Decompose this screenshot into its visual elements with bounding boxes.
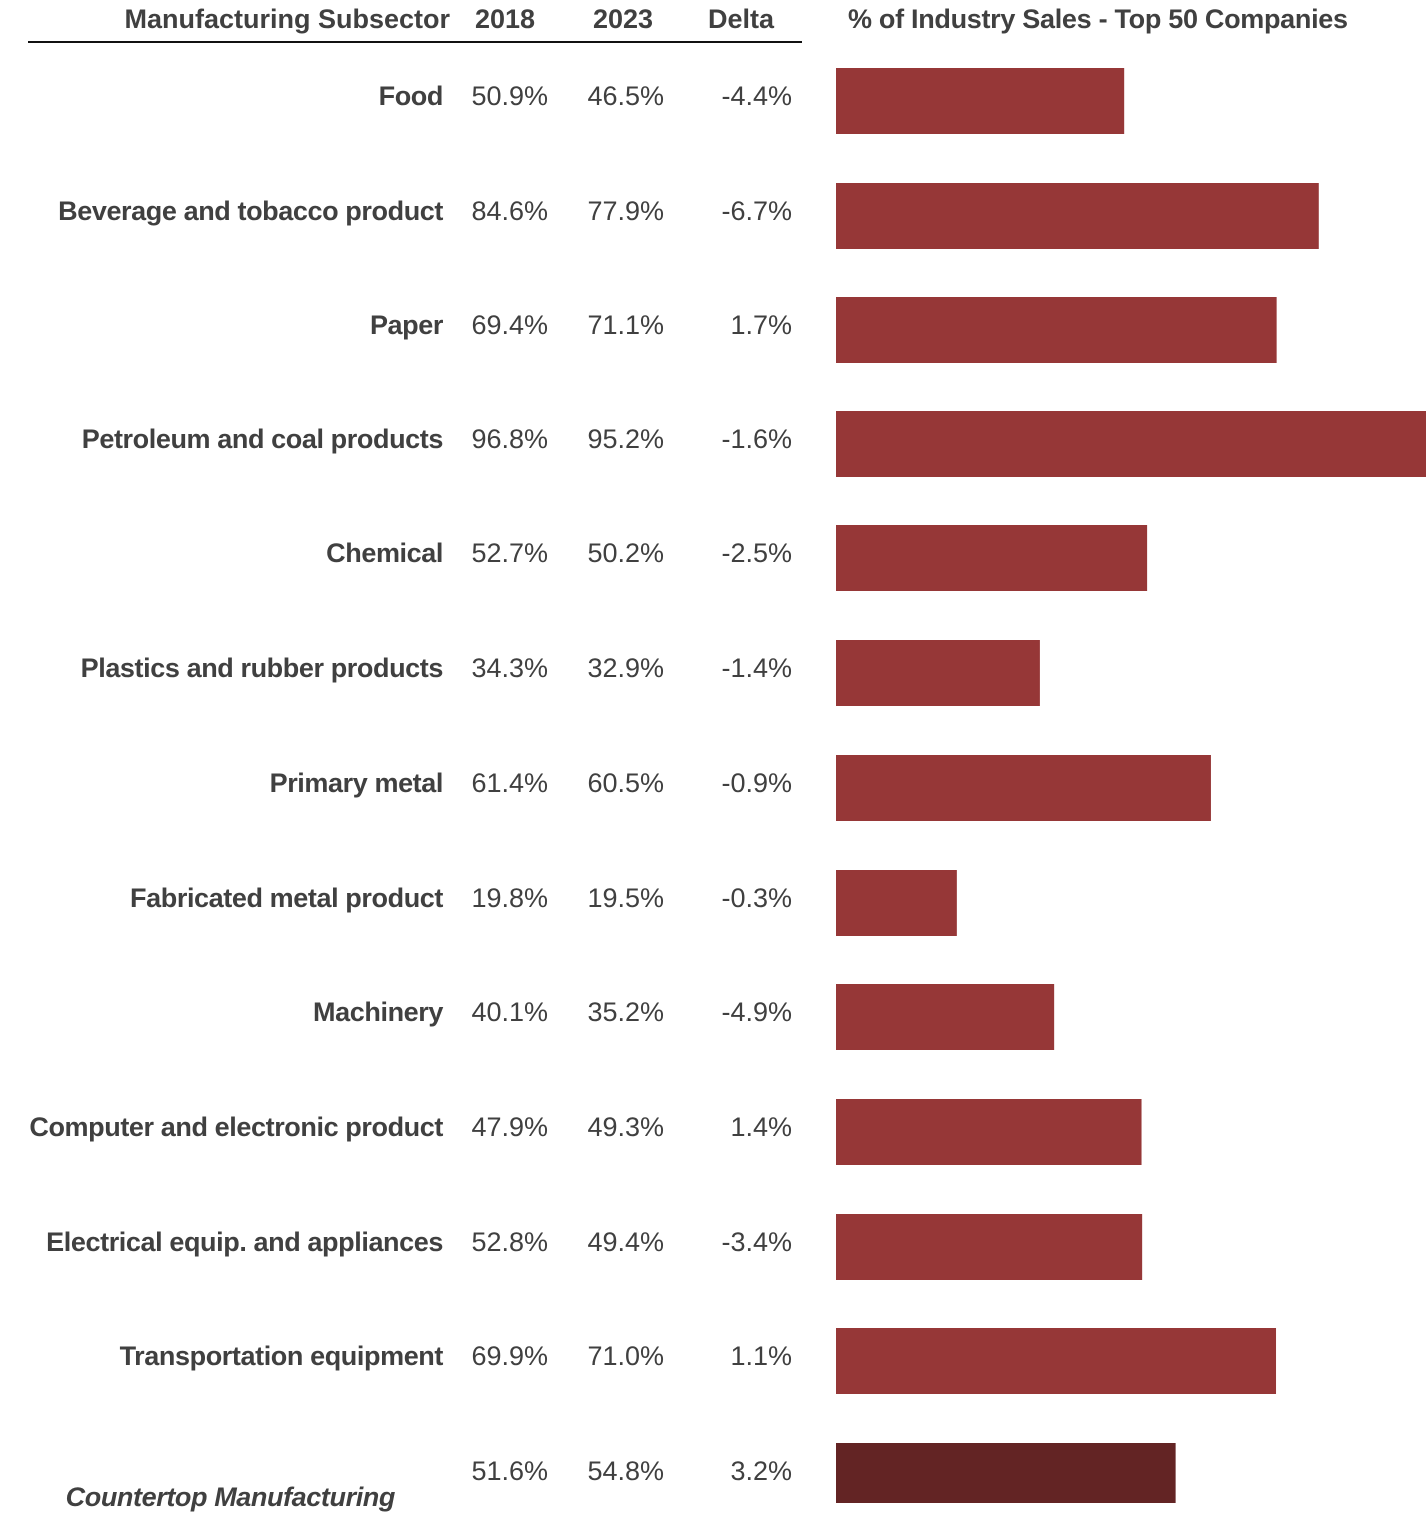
subsector-label: Paper: [369, 310, 443, 340]
subsector-label: Petroleum and coal products: [81, 424, 444, 454]
value-2023: 95.2%: [587, 424, 664, 454]
subsector-label: Computer and electronic product: [29, 1112, 443, 1142]
value-2018: 52.8%: [471, 1227, 548, 1257]
table-row: Fabricated metal product 19.8% 19.5% -0.3%: [0, 873, 1427, 933]
bar-machinery: [836, 984, 1055, 1050]
value-2023: 50.2%: [587, 538, 664, 568]
header-subsector: Manufacturing Subsector: [124, 4, 450, 34]
header-2018: 2018: [474, 4, 536, 34]
header-2023: 2023: [592, 4, 654, 34]
bar-primary-metal: [836, 755, 1211, 821]
table-row: Plastics and rubber products 34.3% 32.9% -1…: [0, 643, 1427, 703]
value-2018: 69.9%: [471, 1341, 548, 1371]
bar-paper: [836, 297, 1277, 363]
value-2018: 52.7%: [471, 538, 548, 568]
subsector-label: Food: [378, 81, 444, 111]
table-row: Machinery 40.1% 35.2% -4.9%: [0, 987, 1427, 1047]
value-delta: -0.3%: [721, 883, 792, 913]
bar-beverage-and-tobacco-product: [836, 183, 1319, 249]
bar-transportation-equipment: [836, 1328, 1277, 1394]
value-delta: 3.2%: [730, 1456, 792, 1486]
bar-plastics-and-rubber-products: [836, 640, 1040, 706]
value-2023: 19.5%: [587, 883, 664, 913]
value-2018: 34.3%: [471, 653, 548, 683]
value-2018: 40.1%: [471, 997, 548, 1027]
value-2023: 32.9%: [587, 653, 664, 683]
bar-electrical-equip-and-appliances: [836, 1214, 1143, 1280]
value-2023: 35.2%: [587, 997, 664, 1027]
value-delta: -4.4%: [721, 81, 792, 111]
table-row: Paper 69.4% 71.1% 1.7%: [0, 300, 1427, 360]
table-row: Beverage and tobacco product 84.6% 77.9% -6…: [0, 186, 1427, 246]
value-delta: 1.4%: [730, 1112, 792, 1142]
value-delta: -4.9%: [721, 997, 792, 1027]
value-2023: 77.9%: [587, 196, 664, 226]
value-2018: 96.8%: [471, 424, 548, 454]
table-row: Transportation equipment 69.9% 71.0% 1.1%: [0, 1331, 1427, 1391]
subsector-label: Beverage and tobacco product: [58, 196, 443, 226]
bar-countertop-manufacturing: [836, 1443, 1176, 1503]
value-2023: 46.5%: [587, 81, 664, 111]
subsector-label: Primary metal: [269, 768, 444, 798]
value-2023: 49.3%: [587, 1112, 664, 1142]
value-delta: -2.5%: [721, 538, 792, 568]
table-row: Food 50.9% 46.5% -4.4%: [0, 71, 1427, 131]
table-row: Chemical 52.7% 50.2% -2.5%: [0, 528, 1427, 588]
value-2018: 47.9%: [471, 1112, 548, 1142]
table-row: Computer and electronic product 47.9% 49.3…: [0, 1102, 1427, 1162]
bar-petroleum-and-coal-products: [836, 411, 1426, 477]
value-2018: 19.8%: [471, 883, 548, 913]
value-2023: 54.8%: [587, 1456, 664, 1486]
value-2023: 71.1%: [587, 310, 664, 340]
table-row: Petroleum and coal products 96.8% 95.2% -1.…: [0, 414, 1427, 474]
value-delta: -1.6%: [721, 424, 792, 454]
subsector-label: Electrical equip. and appliances: [46, 1227, 443, 1257]
bar-chemical: [836, 525, 1148, 591]
subsector-label: Machinery: [313, 997, 443, 1027]
value-delta: -0.9%: [721, 768, 792, 798]
table-row: Electrical equip. and appliances 52.8% 49.…: [0, 1217, 1427, 1277]
bar-food: [836, 68, 1125, 134]
value-2018: 61.4%: [471, 768, 548, 798]
value-2023: 60.5%: [587, 768, 664, 798]
header-underline: [28, 41, 802, 43]
bar-fabricated-metal-product: [836, 870, 957, 936]
table-row: Primary metal 61.4% 60.5% -0.9%: [0, 758, 1427, 818]
bar-computer-and-electronic-product: [836, 1099, 1142, 1165]
value-delta: -6.7%: [721, 196, 792, 226]
value-2018: 50.9%: [471, 81, 548, 111]
header-delta: Delta: [707, 4, 775, 34]
value-2018: 51.6%: [471, 1456, 548, 1486]
value-delta: 1.1%: [730, 1341, 792, 1371]
value-2018: 69.4%: [471, 310, 548, 340]
subsector-label: Countertop Manufacturing: [65, 1482, 396, 1512]
table-row: Countertop Manufacturing 51.6% 54.8% 3.2%: [0, 1446, 1427, 1512]
subsector-label: Fabricated metal product: [130, 883, 443, 913]
subsector-label: Chemical: [326, 538, 443, 568]
value-delta: -1.4%: [721, 653, 792, 683]
value-2018: 84.6%: [471, 196, 548, 226]
value-delta: -3.4%: [721, 1227, 792, 1257]
value-2023: 49.4%: [587, 1227, 664, 1257]
value-delta: 1.7%: [730, 310, 792, 340]
subsector-label: Plastics and rubber products: [80, 653, 444, 683]
value-2023: 71.0%: [587, 1341, 664, 1371]
subsector-label: Transportation equipment: [119, 1341, 444, 1371]
chart-title: % of Industry Sales - Top 50 Companies: [848, 4, 1348, 34]
